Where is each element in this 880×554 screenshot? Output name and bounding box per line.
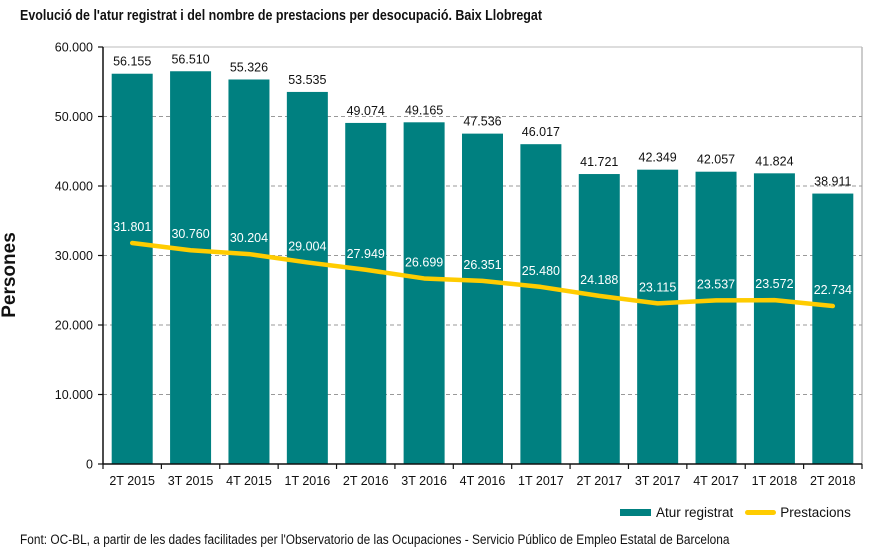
x-tick-label: 1T 2016 [285, 474, 331, 488]
bar [695, 171, 737, 464]
legend-swatch-atur-registrat [620, 509, 651, 516]
bar [637, 169, 679, 465]
legend-label-prestacions: Prestacions [780, 505, 851, 520]
line-data-label: 23.537 [697, 277, 735, 291]
y-axis-label: Persones [0, 232, 20, 318]
y-tick-label: 40.000 [55, 180, 93, 194]
bar-data-label: 49.165 [405, 103, 443, 117]
y-tick-label: 30.000 [55, 249, 93, 263]
bar-data-label: 38.911 [814, 175, 851, 189]
line-data-label: 26.699 [405, 255, 443, 269]
bar-series-atur-registrat [111, 71, 854, 465]
bar-data-label: 56.155 [113, 55, 151, 69]
line-data-label: 27.949 [347, 247, 385, 261]
bar-data-label: 41.824 [755, 154, 793, 168]
line-data-label: 23.115 [639, 280, 676, 294]
x-tick-label: 4T 2016 [460, 474, 506, 488]
line-data-label: 26.351 [463, 258, 501, 272]
bar [286, 91, 328, 464]
legend: Atur registrat Prestacions [620, 505, 851, 520]
line-data-label: 29.004 [288, 239, 326, 253]
bar [170, 71, 212, 465]
bar-data-label: 56.510 [171, 52, 209, 66]
x-tick-label: 3T 2017 [635, 474, 681, 488]
axes [98, 46, 863, 469]
bar-data-label: 46.017 [522, 125, 560, 139]
x-tick-label: 3T 2015 [168, 474, 214, 488]
x-tick-label: 1T 2017 [518, 474, 564, 488]
bar [812, 193, 854, 464]
line-data-label: 24.188 [580, 273, 618, 287]
bar [578, 174, 620, 464]
x-tick-label: 2T 2015 [109, 474, 155, 488]
line-data-label: 30.204 [230, 231, 268, 245]
line-series-prestacions [129, 240, 836, 309]
bar-data-label: 53.535 [288, 73, 326, 87]
line-data-label: 31.801 [113, 220, 151, 234]
source-footnote: Font: OC-BL, a partir de les dades facil… [20, 532, 730, 547]
legend-label-atur-registrat: Atur registrat [656, 505, 734, 520]
x-tick-labels: 2T 2015 3T 2015 4T 2015 1T 2016 2T 2016 3T 20… [109, 474, 855, 488]
y-tick-label: 0 [86, 458, 93, 472]
bar [753, 173, 795, 465]
x-tick-label: 2T 2016 [343, 474, 389, 488]
bar-data-labels: 56.155 56.510 55.326 53.535 49.074 49.165 47.5… [113, 52, 851, 188]
x-tick-label: 4T 2017 [693, 474, 739, 488]
y-tick-label: 20.000 [55, 319, 93, 333]
chart-title: Evolució de l'atur registrat i del nombr… [20, 8, 542, 24]
bar [228, 79, 270, 464]
x-tick-label: 2T 2018 [810, 474, 856, 488]
bar-data-label: 42.057 [697, 153, 735, 167]
bar [345, 122, 387, 464]
x-tick-label: 1T 2018 [752, 474, 798, 488]
line-data-label: 22.734 [814, 283, 852, 297]
x-tick-label: 4T 2015 [226, 474, 272, 488]
bar [520, 144, 562, 464]
bar [111, 73, 153, 464]
legend-swatch-prestacions [745, 510, 777, 515]
bar-data-label: 42.349 [639, 151, 677, 165]
line-data-label: 23.572 [755, 277, 793, 291]
y-tick-label: 10.000 [55, 388, 93, 402]
line-data-labels: 31.801 30.760 30.204 29.004 27.949 26.699 26.3… [113, 220, 852, 297]
bar [403, 122, 445, 464]
bar [462, 133, 503, 464]
y-tick-label: 50.000 [55, 110, 93, 124]
bar-data-label: 49.074 [347, 104, 385, 118]
line-data-label: 30.760 [171, 227, 209, 241]
bar-data-label: 41.721 [580, 155, 618, 169]
bar-data-label: 55.326 [230, 60, 268, 74]
x-tick-label: 3T 2016 [401, 474, 447, 488]
bar-data-label: 47.536 [463, 115, 501, 129]
line-data-label: 25.480 [522, 264, 560, 278]
y-tick-label: 60.000 [55, 41, 93, 55]
x-tick-label: 2T 2017 [576, 474, 622, 488]
y-tick-labels: 0 10.000 20.000 30.000 40.000 50.000 60.000 [55, 41, 93, 472]
